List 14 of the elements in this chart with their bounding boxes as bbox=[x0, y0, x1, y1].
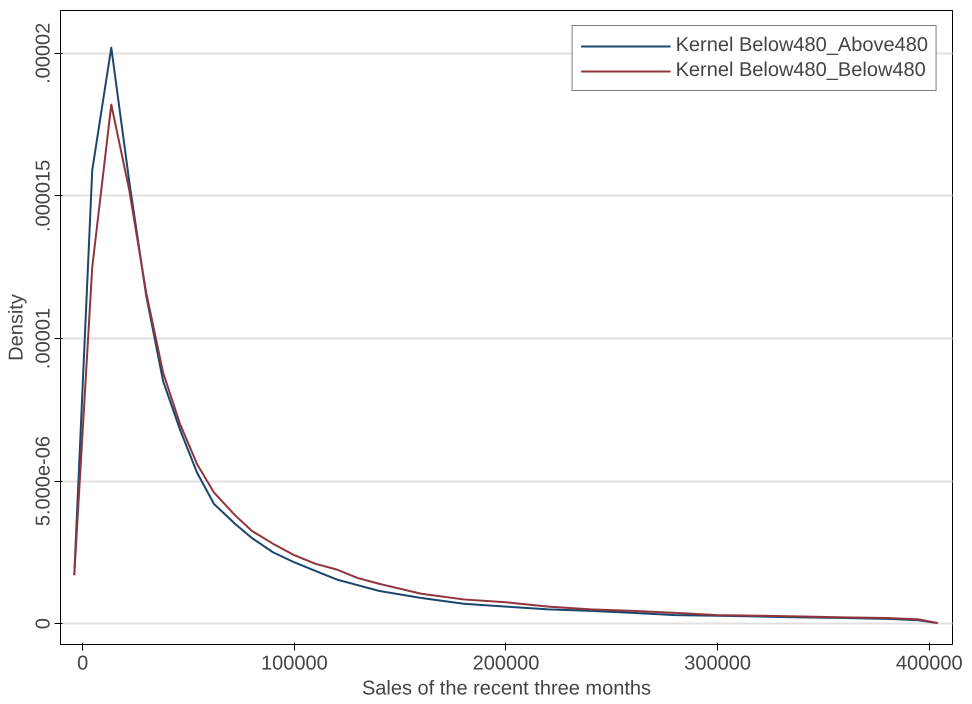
x-tick-label: 400000 bbox=[896, 652, 963, 674]
y-tick-label: 0 bbox=[32, 618, 54, 630]
y-axis-title: Density bbox=[6, 294, 28, 361]
y-tick-label: .000015 bbox=[32, 160, 54, 232]
y-tick-label: .00001 bbox=[32, 308, 54, 370]
x-tick-label: 0 bbox=[77, 652, 88, 674]
y-tick-label: 5.000e-06 bbox=[32, 436, 54, 526]
x-axis-title: Sales of the recent three months bbox=[362, 678, 652, 700]
legend-label: Kernel Below480_Above480 bbox=[676, 34, 928, 57]
y-tick-label: .00002 bbox=[32, 22, 54, 84]
legend-label: Kernel Below480_Below480 bbox=[676, 59, 926, 82]
x-tick-label: 200000 bbox=[472, 652, 540, 674]
x-tick-label: 100000 bbox=[260, 652, 328, 674]
x-tick-label: 300000 bbox=[684, 652, 751, 674]
